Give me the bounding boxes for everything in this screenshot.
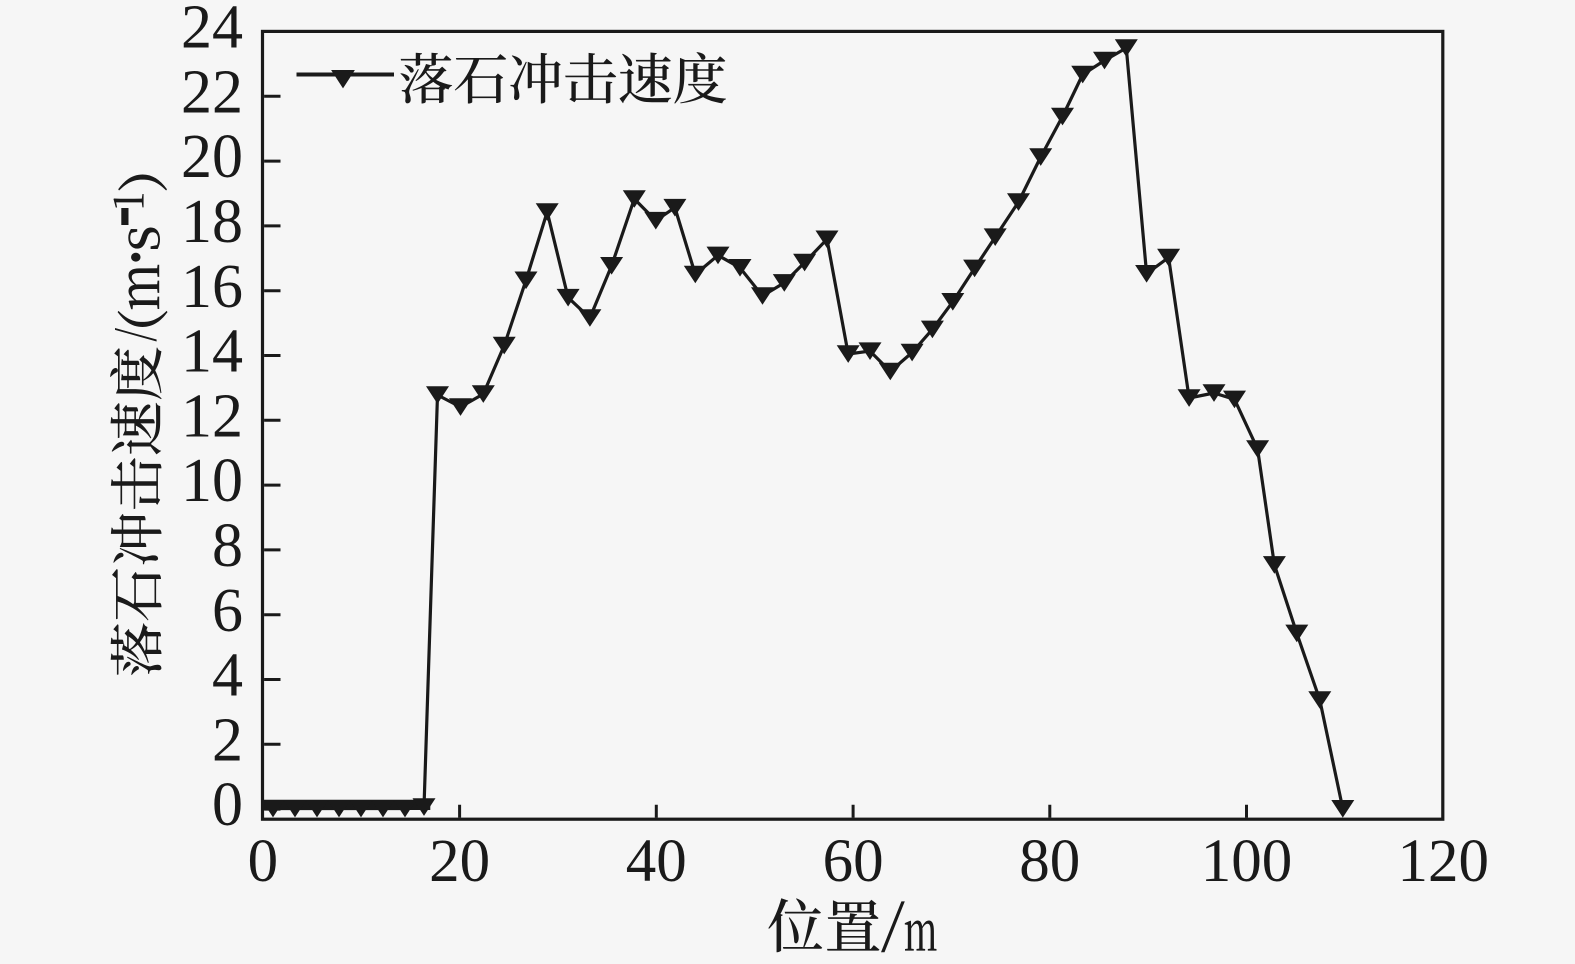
svg-text:14: 14: [181, 318, 243, 386]
svg-text:0: 0: [248, 828, 279, 895]
svg-text:20: 20: [429, 828, 490, 895]
svg-text:60: 60: [823, 828, 884, 895]
svg-text:24: 24: [181, 0, 243, 62]
svg-text:4: 4: [212, 642, 243, 710]
svg-text:8: 8: [212, 512, 243, 580]
svg-text:0: 0: [212, 771, 243, 839]
svg-text:16: 16: [181, 253, 243, 321]
svg-text:20: 20: [181, 123, 243, 191]
svg-text:12: 12: [181, 382, 243, 450]
svg-text:10: 10: [181, 447, 243, 515]
svg-text:18: 18: [181, 188, 243, 256]
svg-text:80: 80: [1019, 828, 1080, 895]
svg-text:2: 2: [212, 706, 243, 774]
svg-text:6: 6: [212, 577, 243, 645]
svg-text:22: 22: [181, 58, 243, 126]
svg-text:100: 100: [1201, 828, 1293, 895]
svg-text:120: 120: [1397, 828, 1489, 895]
svg-text:40: 40: [626, 828, 687, 895]
